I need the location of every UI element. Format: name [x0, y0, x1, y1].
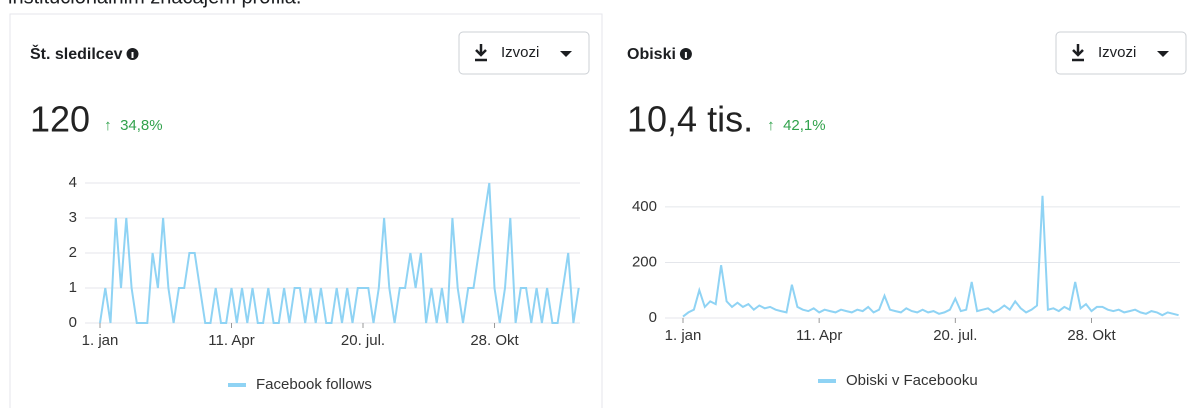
card [607, 13, 1196, 408]
export-button[interactable] [458, 31, 590, 75]
download-icon [475, 44, 487, 62]
x-tick-label: 1. jan [82, 332, 119, 349]
download-icon [1072, 44, 1084, 62]
legend-swatch [818, 379, 836, 383]
line-series [682, 195, 1179, 318]
export-label[interactable]: Izvozi [1098, 44, 1136, 61]
total-value: 120 [30, 99, 90, 140]
export-button[interactable] [1055, 31, 1187, 75]
x-tick-label: 11. Apr [208, 332, 254, 349]
card-title: Obiski [627, 46, 676, 63]
y-tick-label: 3 [69, 209, 77, 226]
dropdown-caret [560, 51, 572, 57]
x-tick-label: 1. jan [665, 327, 702, 344]
x-tick-label: 20. jul. [933, 327, 977, 344]
change-value: 42,1% [783, 117, 826, 134]
y-tick-label: 0 [69, 314, 77, 331]
total-value: 10,4 tis. [627, 99, 753, 140]
export-label[interactable]: Izvozi [501, 44, 539, 61]
x-tick-label: 28. Okt [470, 332, 519, 349]
up-arrow: ↑ [767, 117, 775, 134]
info-dot [684, 52, 687, 58]
x-tick-label: 20. jul. [341, 332, 385, 349]
x-tick-label: 11. Apr [796, 327, 842, 344]
card [9, 13, 603, 408]
x-tick-label: 28. Okt [1067, 327, 1116, 344]
y-tick-label: 1 [69, 279, 77, 296]
info-dot [131, 52, 134, 58]
dropdown-caret [1157, 51, 1169, 57]
up-arrow: ↑ [104, 117, 112, 134]
y-tick-label: 200 [632, 253, 657, 270]
legend-label: Facebook follows [256, 376, 372, 393]
legend-label: Obiski v Facebooku [846, 372, 978, 389]
y-tick-label: 2 [69, 244, 77, 261]
y-tick-label: 400 [632, 198, 657, 215]
line-series [99, 182, 580, 324]
change-value: 34,8% [120, 117, 163, 134]
card-title: Št. sledilcev [30, 44, 123, 63]
y-tick-label: 0 [649, 309, 657, 326]
caption: institucionalnim značajem profila. [8, 0, 301, 8]
y-tick-label: 4 [69, 174, 77, 191]
legend-swatch [228, 383, 246, 387]
